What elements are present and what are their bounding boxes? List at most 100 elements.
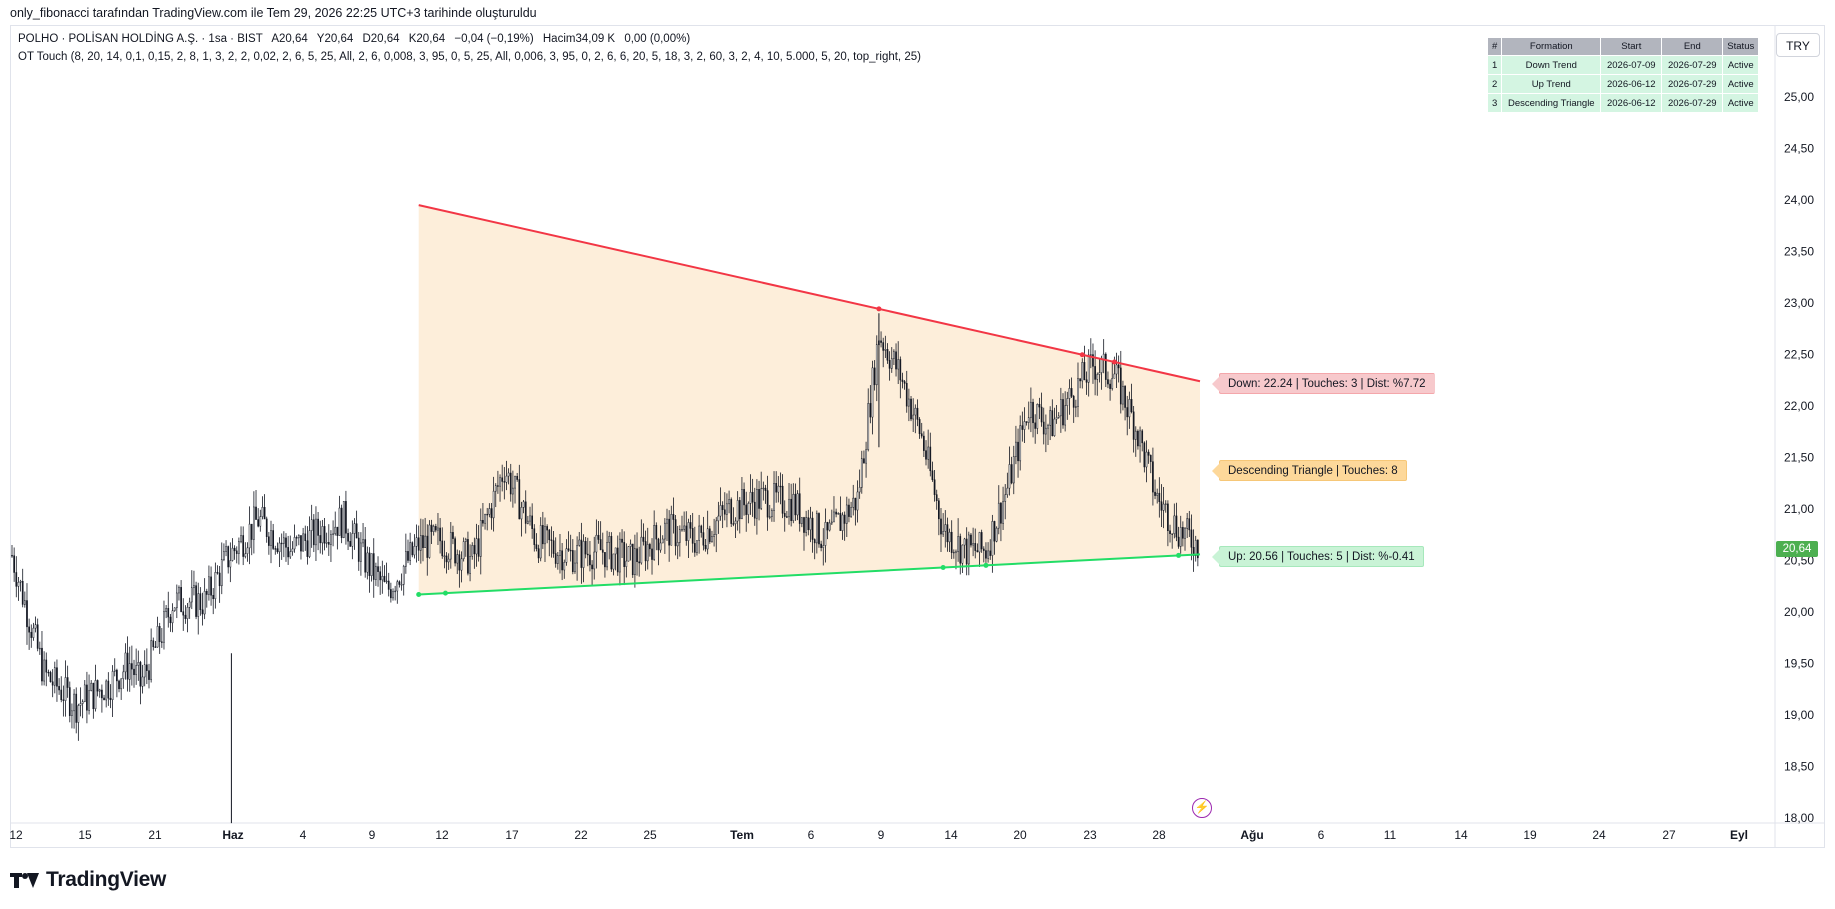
candle-body <box>995 527 998 542</box>
candle-body <box>488 508 491 515</box>
candle-body <box>865 449 867 464</box>
candle-body <box>92 682 95 710</box>
candle-body <box>1008 464 1011 489</box>
candle-body <box>843 514 846 524</box>
triangle-area <box>418 205 1200 595</box>
candle-body <box>730 499 733 524</box>
candle-body <box>659 542 662 551</box>
candle-body <box>527 520 529 524</box>
candle-body <box>385 580 388 583</box>
lightning-icon[interactable]: ⚡ <box>1192 798 1212 818</box>
candle-body <box>158 626 161 643</box>
candle-body <box>691 528 694 544</box>
candle-body <box>1015 441 1017 457</box>
candle-body <box>920 433 923 437</box>
candle-body <box>11 555 13 557</box>
candle-body <box>32 627 35 638</box>
candle-body <box>882 342 885 351</box>
close-value: K20,64 <box>408 33 446 45</box>
candle-body <box>655 525 658 540</box>
candle-body <box>732 523 735 525</box>
candle-body <box>940 518 942 535</box>
candle-body <box>974 543 977 551</box>
candle-body <box>888 360 891 369</box>
candle-body <box>370 553 373 576</box>
candle-body <box>1000 502 1002 524</box>
candle-body <box>116 669 118 682</box>
row-num: 3 <box>1486 93 1503 113</box>
candle-body <box>73 693 75 712</box>
candle-body <box>458 554 461 571</box>
indicator-legend[interactable]: OT Touch (8, 20, 14, 0,1, 0,15, 2, 8, 1,… <box>18 51 927 63</box>
candle-body <box>310 519 313 531</box>
candle-body <box>107 680 110 699</box>
candle-body <box>621 538 623 543</box>
candle-body <box>244 553 247 557</box>
candle-body <box>845 504 848 524</box>
candle-body <box>501 477 504 482</box>
candle-body <box>62 699 65 701</box>
candle-body <box>886 349 889 361</box>
candle-body <box>21 581 24 605</box>
candle-body <box>565 548 568 563</box>
candle-body <box>190 587 193 603</box>
chart-frame[interactable] <box>10 25 1825 848</box>
candle-body <box>23 600 26 605</box>
candle-body <box>454 538 456 564</box>
candle-body <box>240 535 242 542</box>
candle-body <box>875 344 878 386</box>
candle-body <box>965 538 968 565</box>
y-tick-label: 21,50 <box>1784 451 1814 465</box>
candle-body <box>306 540 309 557</box>
candle-body <box>390 589 392 599</box>
candle-body <box>623 542 626 567</box>
candle-body <box>997 502 1000 529</box>
candle-body <box>473 545 476 555</box>
candle-body <box>203 590 206 615</box>
candle-body <box>180 587 182 612</box>
logo-text: TradingView <box>46 868 167 891</box>
tradingview-logo[interactable]: TradingView <box>10 868 166 892</box>
candle-body <box>86 684 88 711</box>
candle-body <box>405 551 407 567</box>
candle-body <box>274 548 277 550</box>
candle-body <box>910 398 912 420</box>
x-tick-label: 25 <box>643 828 657 842</box>
candle-body <box>634 548 636 576</box>
candle-body <box>942 531 944 535</box>
symbol-name[interactable]: POLHO · POLİSAN HOLDİNG A.Ş. · 1sa · BIS… <box>18 33 263 45</box>
candle-body <box>293 537 296 550</box>
candle-body <box>152 640 155 648</box>
candle-body <box>649 544 651 550</box>
x-tick-label: Haz <box>222 828 243 842</box>
candle-body <box>978 532 981 553</box>
candle-body <box>437 527 439 531</box>
candle-body <box>345 501 347 534</box>
candle-body <box>430 524 433 532</box>
up-touch-point <box>416 591 422 597</box>
candle-body <box>1064 405 1066 426</box>
candle-body <box>959 536 962 564</box>
candle-body <box>1062 399 1064 426</box>
candle-body <box>417 537 420 551</box>
candle-body <box>734 520 737 525</box>
candle-body <box>175 592 178 609</box>
candle-body <box>287 547 289 558</box>
candle-body <box>379 571 382 581</box>
candle-body <box>165 608 167 612</box>
candle-body <box>715 520 718 535</box>
candle-body <box>835 511 837 515</box>
candle-body <box>935 494 938 501</box>
candle-body <box>762 487 765 490</box>
x-tick-label: 11 <box>1384 828 1397 842</box>
candle-body <box>49 672 52 683</box>
y-tick-label: 25,00 <box>1784 90 1814 104</box>
candle-body <box>486 513 489 516</box>
candle-body <box>188 601 191 608</box>
currency-button[interactable]: TRY <box>1776 33 1820 57</box>
candle-body <box>890 358 893 369</box>
candle-body <box>1012 456 1015 484</box>
candle-body <box>786 516 788 518</box>
candle-body <box>574 562 576 572</box>
